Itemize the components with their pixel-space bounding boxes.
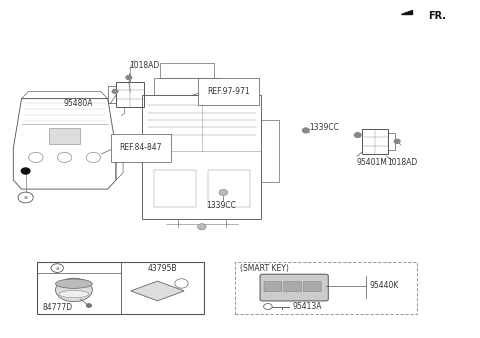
FancyBboxPatch shape bbox=[260, 274, 328, 301]
Text: a: a bbox=[24, 195, 27, 200]
Text: a: a bbox=[56, 266, 59, 271]
Circle shape bbox=[198, 224, 206, 230]
Text: REF.84-847: REF.84-847 bbox=[120, 143, 162, 152]
Text: 95401M: 95401M bbox=[357, 158, 388, 167]
Circle shape bbox=[126, 75, 132, 79]
Circle shape bbox=[394, 139, 400, 143]
Ellipse shape bbox=[56, 278, 92, 301]
Circle shape bbox=[219, 189, 228, 195]
Text: 1018AD: 1018AD bbox=[387, 158, 417, 167]
Text: 84777D: 84777D bbox=[42, 303, 72, 312]
Text: FR.: FR. bbox=[429, 11, 446, 22]
Text: 1339CC: 1339CC bbox=[206, 201, 236, 210]
Circle shape bbox=[302, 128, 309, 133]
Circle shape bbox=[21, 168, 30, 174]
FancyBboxPatch shape bbox=[49, 127, 80, 144]
Polygon shape bbox=[401, 10, 412, 14]
Text: 1339CC: 1339CC bbox=[309, 123, 339, 132]
Ellipse shape bbox=[59, 290, 89, 298]
Text: (SMART KEY): (SMART KEY) bbox=[240, 264, 289, 272]
Text: 95440K: 95440K bbox=[370, 281, 399, 290]
Text: 95413A: 95413A bbox=[293, 302, 322, 311]
Text: 1018AD: 1018AD bbox=[129, 61, 159, 70]
Text: 43795B: 43795B bbox=[148, 264, 177, 272]
FancyBboxPatch shape bbox=[303, 282, 321, 292]
Circle shape bbox=[354, 133, 361, 138]
FancyBboxPatch shape bbox=[284, 282, 301, 292]
Ellipse shape bbox=[56, 279, 92, 288]
FancyBboxPatch shape bbox=[264, 282, 282, 292]
Polygon shape bbox=[131, 281, 184, 301]
Text: REF.97-971: REF.97-971 bbox=[207, 87, 250, 96]
Circle shape bbox=[86, 304, 91, 307]
Text: 95480A: 95480A bbox=[64, 99, 94, 108]
Circle shape bbox=[112, 89, 118, 93]
